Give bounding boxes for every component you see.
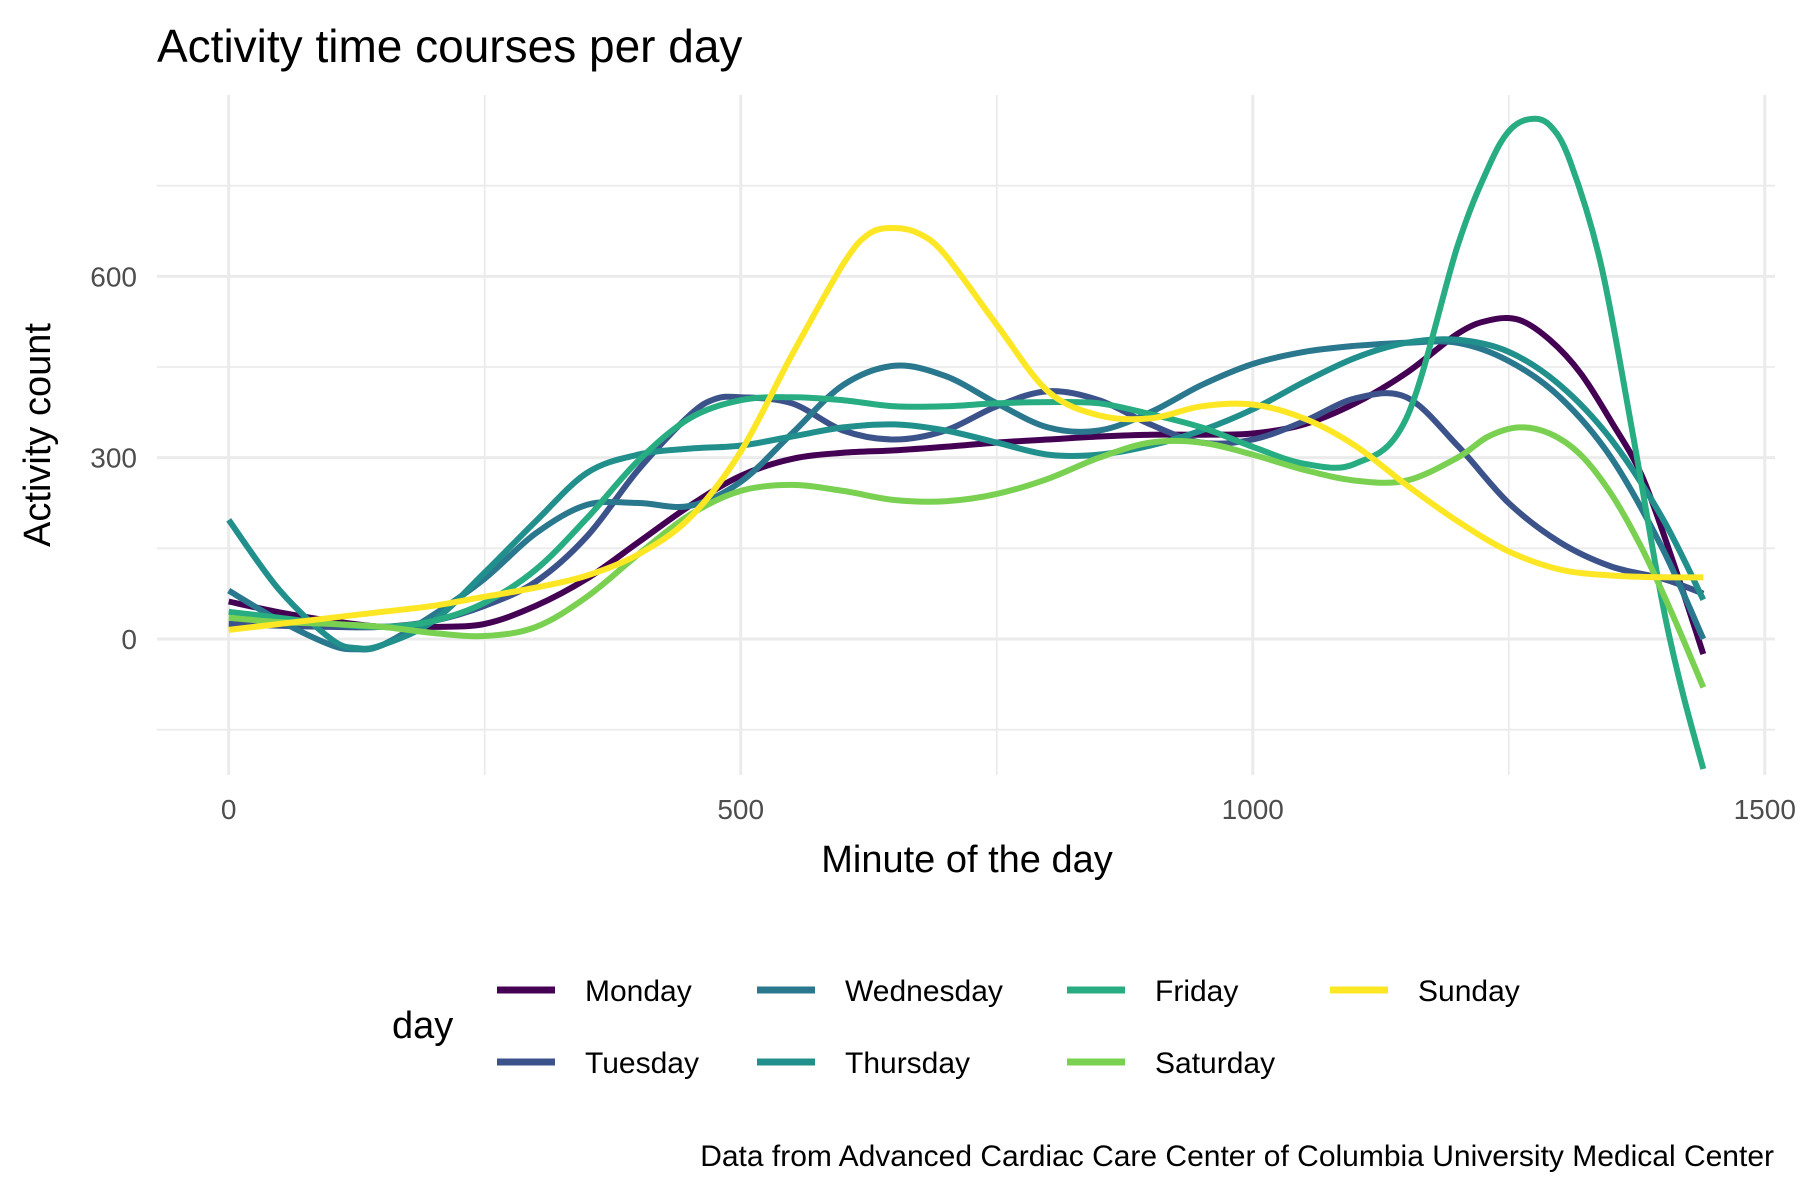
y-axis-title: Activity count <box>17 323 59 547</box>
minor-gridlines <box>157 95 1775 775</box>
legend-item-wednesday: Wednesday <box>757 975 1003 1008</box>
x-tick-label: 0 <box>221 794 237 825</box>
legend-label: Wednesday <box>845 975 1003 1008</box>
legend-label: Friday <box>1155 975 1238 1008</box>
legend-label: Saturday <box>1155 1047 1275 1080</box>
legend: day Monday Tuesday Wednesday Thursday Friday… <box>392 975 1520 1080</box>
y-tick-label: 300 <box>90 443 137 474</box>
legend-title: day <box>392 1005 453 1047</box>
chart-title: Activity time courses per day <box>157 20 742 72</box>
legend-item-saturday: Saturday <box>1067 1047 1275 1080</box>
series-lines <box>226 115 1707 770</box>
series-line-tuesday <box>228 388 1705 631</box>
legend-item-thursday: Thursday <box>757 1047 970 1080</box>
legend-label: Sunday <box>1418 975 1520 1008</box>
series-line-friday <box>228 115 1707 770</box>
caption: Data from Advanced Cardiac Care Center o… <box>700 1140 1774 1173</box>
major-gridlines <box>157 95 1775 775</box>
y-tick-labels: 0 300 600 <box>90 261 137 655</box>
legend-item-tuesday: Tuesday <box>497 1047 699 1080</box>
legend-label: Thursday <box>845 1047 970 1080</box>
legend-item-sunday: Sunday <box>1330 975 1520 1008</box>
legend-label: Tuesday <box>585 1047 699 1080</box>
legend-items: Monday Tuesday Wednesday Thursday Friday Satu… <box>497 975 1520 1080</box>
series-line-monday <box>228 315 1707 656</box>
x-tick-labels: 0 500 1000 1500 <box>221 794 1796 825</box>
x-tick-label: 1000 <box>1222 794 1284 825</box>
y-tick-label: 600 <box>90 261 137 292</box>
series-line-sunday <box>228 225 1704 633</box>
x-axis-title: Minute of the day <box>821 839 1113 881</box>
series-line-saturday <box>228 424 1707 689</box>
series-line-wednesday <box>227 338 1707 653</box>
x-tick-label: 1500 <box>1734 794 1796 825</box>
legend-item-monday: Monday <box>497 975 692 1008</box>
legend-label: Monday <box>585 975 692 1008</box>
x-tick-label: 500 <box>717 794 764 825</box>
y-tick-label: 0 <box>121 624 137 655</box>
legend-item-friday: Friday <box>1067 975 1238 1008</box>
